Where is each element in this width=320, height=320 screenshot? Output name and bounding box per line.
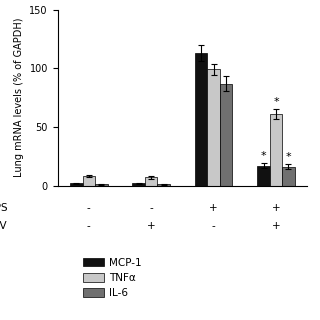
Text: -: - xyxy=(87,203,91,213)
Legend: MCP-1, TNFα, IL-6: MCP-1, TNFα, IL-6 xyxy=(83,258,141,298)
Bar xyxy=(195,53,207,186)
Bar xyxy=(132,183,145,186)
Bar xyxy=(70,183,83,186)
Bar xyxy=(282,167,295,186)
Text: AS-IV: AS-IV xyxy=(0,221,8,231)
Bar xyxy=(83,176,95,186)
Bar xyxy=(270,114,282,186)
Text: +: + xyxy=(209,203,218,213)
Bar xyxy=(145,177,157,186)
Y-axis label: Lung mRNA levels (% of GAPDH): Lung mRNA levels (% of GAPDH) xyxy=(14,18,24,177)
Text: -: - xyxy=(149,203,153,213)
Text: -: - xyxy=(212,221,215,231)
Bar xyxy=(257,166,270,186)
Text: *: * xyxy=(273,97,279,107)
Text: *: * xyxy=(286,152,291,162)
Text: -: - xyxy=(87,221,91,231)
Bar xyxy=(95,184,108,186)
Text: *: * xyxy=(261,151,266,161)
Text: +: + xyxy=(147,221,156,231)
Bar xyxy=(207,69,220,186)
Text: +: + xyxy=(272,221,280,231)
Text: LPS: LPS xyxy=(0,203,8,213)
Bar xyxy=(220,84,232,186)
Text: +: + xyxy=(272,203,280,213)
Bar xyxy=(157,184,170,186)
